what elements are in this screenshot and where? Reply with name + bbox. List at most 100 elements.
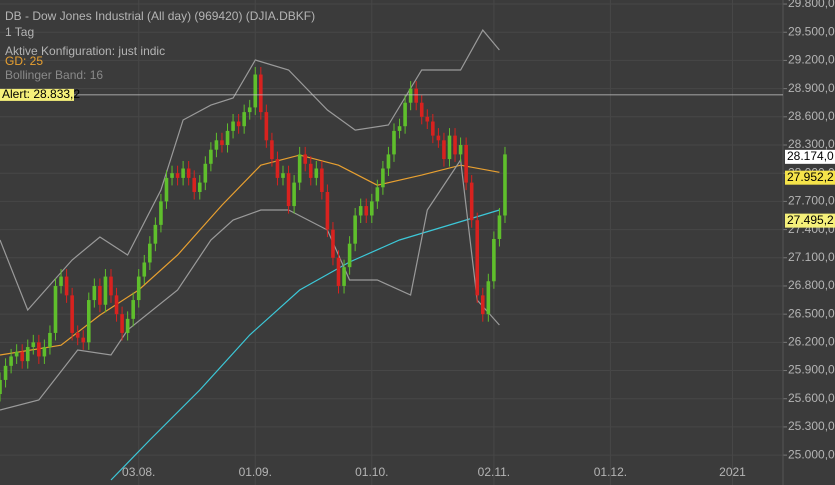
candle-body <box>3 365 8 380</box>
indicator-line <box>0 154 500 356</box>
y-tick-label: 26.200,0 <box>788 335 835 349</box>
candle-body <box>175 173 180 178</box>
candle-body <box>442 140 446 160</box>
price-label: 28.174,0 <box>787 149 834 163</box>
candle-body <box>270 140 274 160</box>
price-label-box <box>785 170 835 185</box>
candle-body <box>275 159 280 178</box>
candle-body <box>75 332 80 338</box>
candle-body <box>114 295 119 315</box>
candle-body <box>458 145 463 155</box>
candle-body <box>42 347 47 357</box>
x-tick-label: 03.08. <box>122 465 155 479</box>
y-tick-label: 29.500,0 <box>788 24 835 38</box>
candle-body <box>9 356 13 366</box>
candle-body <box>86 300 91 343</box>
candle-body <box>331 229 335 258</box>
candle-body <box>225 130 230 146</box>
candle-body <box>120 314 124 333</box>
indicator-line <box>0 158 500 411</box>
candle-body <box>303 154 308 164</box>
candle-body <box>314 168 319 178</box>
y-tick-label: 27.100,0 <box>788 250 835 264</box>
candle-body <box>353 215 357 244</box>
candle-body <box>281 173 285 178</box>
y-tick-label: 25.000,0 <box>788 447 835 461</box>
candle-body <box>170 173 174 178</box>
candle-body <box>64 276 69 296</box>
candle-body <box>408 88 413 103</box>
candle-body <box>203 163 208 183</box>
candle-body <box>142 262 147 277</box>
candle-body <box>297 154 302 183</box>
candle-body <box>436 135 441 141</box>
y-tick-label: 26.800,0 <box>788 278 835 292</box>
candle-body <box>320 168 324 192</box>
candle-body <box>247 107 252 113</box>
candle-body <box>103 276 108 305</box>
chart-title: DB - Dow Jones Industrial (All day) (969… <box>5 9 315 23</box>
alert-label-box <box>0 88 74 101</box>
candle-body <box>497 215 502 239</box>
candle-body <box>81 337 86 343</box>
candle-body <box>358 206 363 216</box>
candle-body <box>447 135 452 160</box>
candle-body <box>347 243 352 268</box>
candle-body <box>480 295 485 315</box>
candle-body <box>53 285 58 333</box>
candle-body <box>425 116 430 122</box>
candle-body <box>431 121 435 136</box>
candle-body <box>25 347 30 362</box>
candle-body <box>159 201 163 225</box>
candle-body <box>453 135 457 155</box>
candle-body <box>59 276 63 286</box>
candle-body <box>264 112 269 141</box>
candle-body <box>403 102 407 127</box>
candle-body <box>236 121 241 127</box>
candle-body <box>136 276 141 301</box>
candle-body <box>164 177 169 202</box>
candle-body <box>464 145 468 183</box>
y-tick-label: 25.600,0 <box>788 391 835 405</box>
x-tick-label: 2021 <box>719 465 746 479</box>
candle-body <box>109 276 113 296</box>
candle-body <box>336 257 341 286</box>
candle-body <box>370 201 374 216</box>
candle-body <box>253 74 258 108</box>
candle-body <box>186 168 191 178</box>
candle-body <box>14 351 19 357</box>
alert-label: Alert: 28.833,2 <box>2 87 80 101</box>
candle-body <box>397 126 402 131</box>
candle-body <box>325 191 330 230</box>
candle-body <box>131 300 135 319</box>
x-tick-label: 01.09. <box>239 465 272 479</box>
indicator-line <box>110 209 500 481</box>
price-label: 27.952,2 <box>787 170 834 184</box>
candle-body <box>220 140 224 146</box>
legend-entry: GD: 25 <box>5 54 43 68</box>
candle-body <box>503 154 507 216</box>
candle-body <box>419 102 424 117</box>
y-tick-label: 26.500,0 <box>788 306 835 320</box>
candle-body <box>0 379 2 395</box>
candle-body <box>70 295 74 333</box>
y-tick-label: 25.300,0 <box>788 419 835 433</box>
indicator-line <box>0 29 500 312</box>
x-tick-label: 01.12. <box>594 465 627 479</box>
candle-body <box>48 332 52 348</box>
price-label-box <box>785 149 835 164</box>
candle-body <box>192 177 197 192</box>
candle-body <box>125 318 130 333</box>
candle-body <box>259 74 263 113</box>
candle-body <box>286 173 291 207</box>
candle-body <box>181 168 185 178</box>
legend-entry: Bollinger Band: 16 <box>5 68 103 82</box>
candle-body <box>231 121 235 131</box>
y-tick-label: 29.800,0 <box>788 0 835 10</box>
y-tick-label: 29.200,0 <box>788 53 835 67</box>
candle-body <box>414 88 418 103</box>
candle-body <box>292 182 296 207</box>
x-tick-label: 01.10. <box>355 465 388 479</box>
